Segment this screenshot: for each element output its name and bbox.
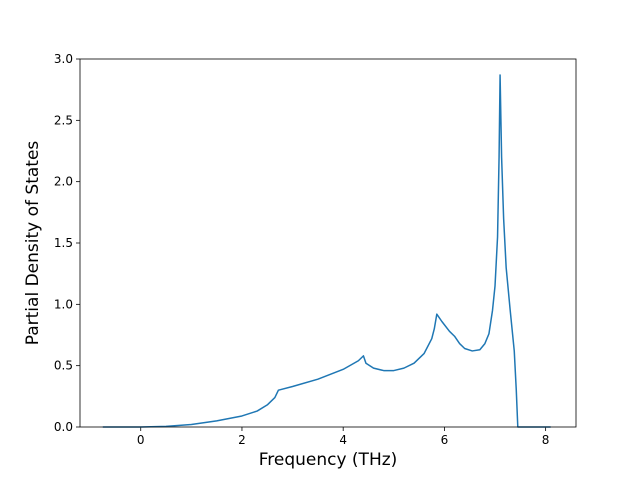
x-axis-label: Frequency (THz) (259, 450, 398, 470)
y-tick-label: 1.5 (54, 236, 73, 250)
y-tick-label: 0.5 (54, 359, 73, 373)
x-tick-label: 0 (137, 433, 145, 447)
x-tick-label: 6 (441, 433, 449, 447)
x-tick-label: 2 (238, 433, 246, 447)
y-tick-label: 0.0 (54, 420, 73, 434)
line (102, 74, 551, 428)
y-tick-label: 2.5 (54, 113, 73, 127)
x-tick-label: 4 (339, 433, 347, 447)
y-tick-label: 2.0 (54, 175, 73, 189)
plot-frame (79, 58, 577, 428)
y-axis-label: Partial Density of States (23, 141, 43, 346)
x-tick-label: 8 (542, 433, 550, 447)
y-tick-label: 3.0 (54, 52, 73, 66)
y-tick-label: 1.0 (54, 297, 73, 311)
